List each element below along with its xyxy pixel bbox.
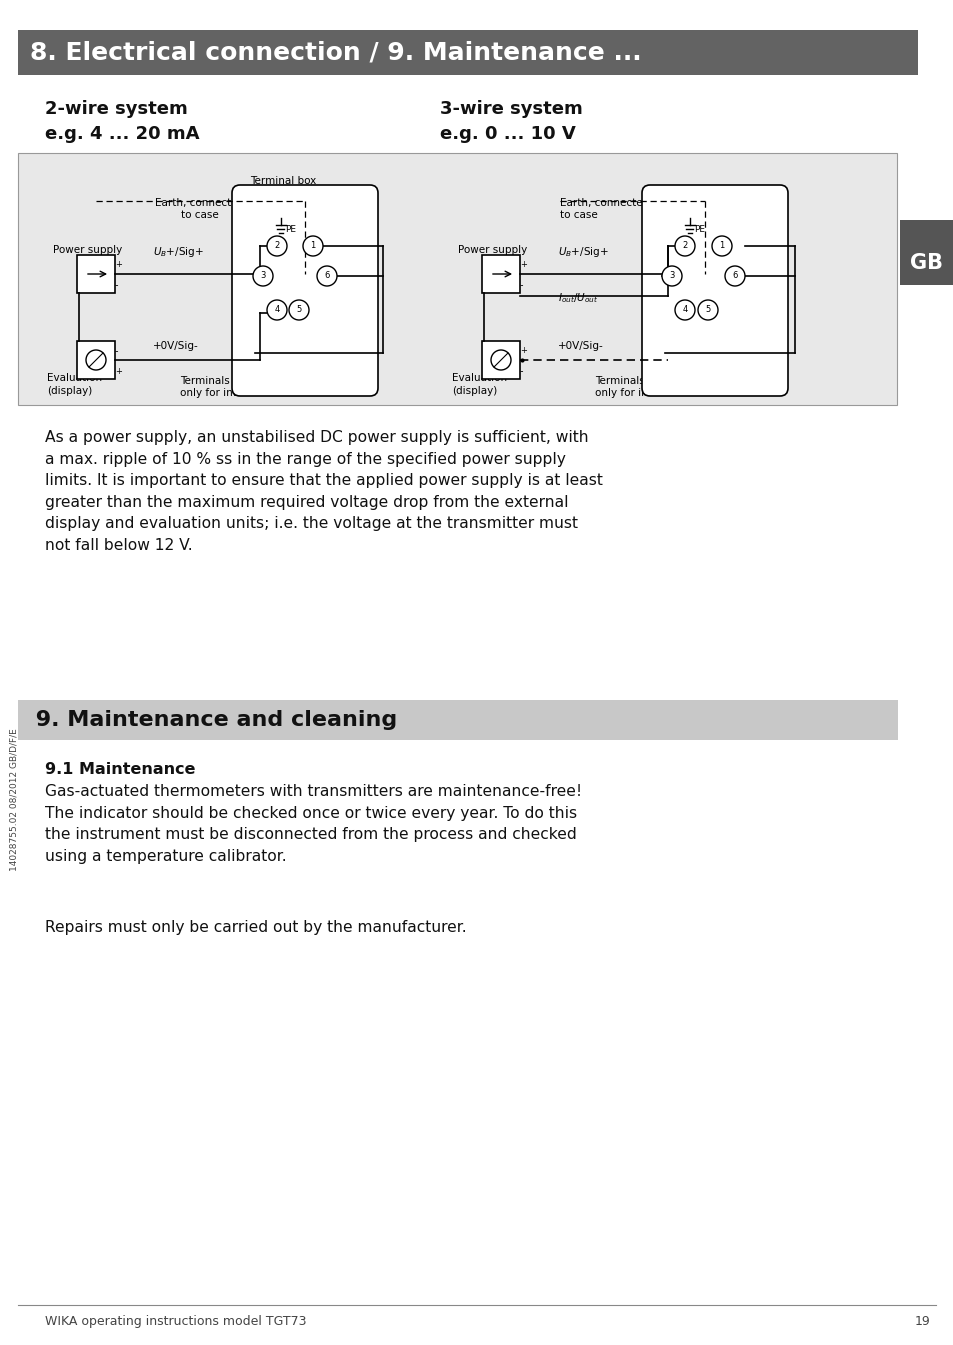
Text: WIKA operating instructions model TGT73: WIKA operating instructions model TGT73 — [45, 1315, 306, 1328]
Text: +0V/Sig-: +0V/Sig- — [152, 342, 198, 351]
Text: Earth, connected: Earth, connected — [559, 198, 649, 208]
Text: Terminals 4, 5 and 6:: Terminals 4, 5 and 6: — [595, 377, 703, 386]
Text: -: - — [519, 280, 523, 291]
Text: Evaluation: Evaluation — [47, 373, 102, 383]
Text: 2: 2 — [681, 242, 687, 250]
Circle shape — [303, 235, 323, 256]
Text: only for internal use: only for internal use — [180, 387, 285, 398]
Text: GB: GB — [909, 253, 943, 273]
Circle shape — [316, 266, 336, 286]
FancyBboxPatch shape — [641, 186, 787, 395]
Text: 1: 1 — [719, 242, 724, 250]
Text: 2-wire system: 2-wire system — [45, 100, 188, 118]
Text: +: + — [519, 346, 526, 355]
Text: e.g. 0 ... 10 V: e.g. 0 ... 10 V — [439, 125, 576, 143]
Text: 2: 2 — [274, 242, 279, 250]
Text: $U_B$+/Sig+: $U_B$+/Sig+ — [558, 245, 608, 260]
Circle shape — [675, 235, 695, 256]
Text: 14028755.02 08/2012 GB/D/F/E: 14028755.02 08/2012 GB/D/F/E — [10, 729, 18, 872]
Text: +: + — [115, 367, 122, 377]
Text: to case: to case — [181, 210, 218, 221]
Bar — [77, 342, 115, 379]
Text: 5: 5 — [704, 305, 710, 315]
Text: 6: 6 — [732, 272, 737, 281]
Text: Terminal box: Terminal box — [250, 176, 315, 186]
Circle shape — [86, 350, 106, 370]
Bar — [18, 699, 897, 740]
Text: 4: 4 — [274, 305, 279, 315]
Text: 1: 1 — [310, 242, 315, 250]
Circle shape — [675, 300, 695, 320]
Text: only for internal use: only for internal use — [595, 387, 700, 398]
Text: $U_B$+/Sig+: $U_B$+/Sig+ — [152, 245, 204, 260]
Circle shape — [698, 300, 718, 320]
Circle shape — [661, 266, 681, 286]
Text: 4: 4 — [681, 305, 687, 315]
Text: (display): (display) — [47, 386, 92, 395]
Text: PE: PE — [693, 225, 704, 234]
Bar — [18, 153, 896, 405]
Text: to case: to case — [559, 210, 598, 221]
Text: PE: PE — [285, 225, 295, 234]
Text: 9.1 Maintenance: 9.1 Maintenance — [45, 763, 195, 777]
Circle shape — [711, 235, 731, 256]
Text: +0V/Sig-: +0V/Sig- — [558, 342, 603, 351]
Text: +: + — [115, 260, 122, 269]
Text: +: + — [519, 260, 526, 269]
Bar — [481, 342, 519, 379]
Text: 3: 3 — [669, 272, 674, 281]
Text: (display): (display) — [452, 386, 497, 395]
Text: -: - — [115, 280, 118, 291]
Text: Gas-actuated thermometers with transmitters are maintenance-free!
The indicator : Gas-actuated thermometers with transmitt… — [45, 784, 581, 863]
Text: As a power supply, an unstabilised DC power supply is sufficient, with
a max. ri: As a power supply, an unstabilised DC po… — [45, 430, 602, 553]
Text: 3-wire system: 3-wire system — [439, 100, 582, 118]
Bar — [481, 256, 519, 293]
Bar — [18, 30, 917, 75]
Text: -: - — [519, 366, 523, 377]
Circle shape — [289, 300, 309, 320]
Bar — [77, 256, 115, 293]
Text: 19: 19 — [913, 1315, 929, 1328]
Text: Power supply: Power supply — [457, 245, 527, 256]
Text: -: - — [115, 346, 118, 356]
Text: Terminals 3, 4, 5 and 6:: Terminals 3, 4, 5 and 6: — [180, 377, 302, 386]
Text: Power supply: Power supply — [53, 245, 122, 256]
Circle shape — [267, 300, 287, 320]
Text: 3: 3 — [260, 272, 265, 281]
Circle shape — [253, 266, 273, 286]
Text: Earth, connected: Earth, connected — [155, 198, 244, 208]
Text: Repairs must only be carried out by the manufacturer.: Repairs must only be carried out by the … — [45, 920, 466, 935]
Circle shape — [267, 235, 287, 256]
Text: e.g. 4 ... 20 mA: e.g. 4 ... 20 mA — [45, 125, 199, 143]
Text: 5: 5 — [296, 305, 301, 315]
Circle shape — [724, 266, 744, 286]
Text: 9. Maintenance and cleaning: 9. Maintenance and cleaning — [28, 710, 396, 730]
Text: $I_{out}/U_{out}$: $I_{out}/U_{out}$ — [558, 291, 598, 305]
Circle shape — [491, 350, 511, 370]
Text: 8. Electrical connection / 9. Maintenance ...: 8. Electrical connection / 9. Maintenanc… — [30, 40, 641, 65]
FancyBboxPatch shape — [232, 186, 377, 395]
Bar — [899, 221, 953, 285]
Text: 6: 6 — [324, 272, 330, 281]
Text: Evaluation: Evaluation — [452, 373, 507, 383]
